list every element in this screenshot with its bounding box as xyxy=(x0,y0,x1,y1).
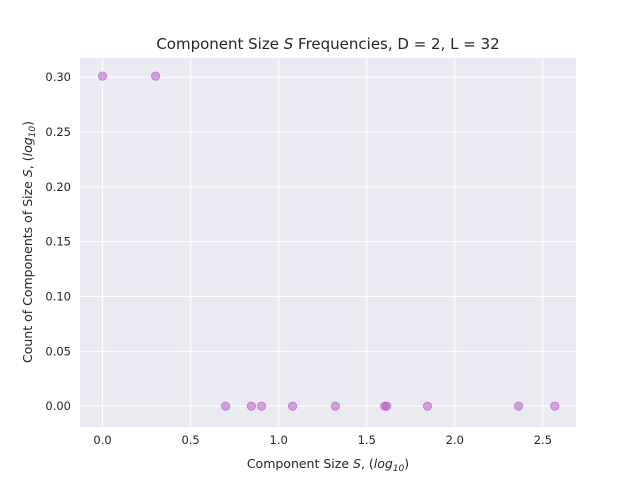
x-tick-labels: 0.0 0.5 1.0 1.5 2.0 2.5 xyxy=(93,433,552,447)
plot-area xyxy=(80,58,576,427)
data-point xyxy=(422,401,433,411)
data-point xyxy=(330,401,340,411)
data-points xyxy=(97,71,560,411)
y-tick-labels: 0.00 0.05 0.10 0.15 0.20 0.25 0.30 xyxy=(45,70,71,413)
x-axis-label: Component Size S, (log10) xyxy=(247,456,409,474)
data-point xyxy=(246,401,256,411)
y-tick-label: 0.10 xyxy=(45,290,71,304)
data-point xyxy=(150,71,161,81)
data-point xyxy=(221,401,231,411)
x-tick-label: 2.5 xyxy=(534,433,552,447)
data-point xyxy=(513,401,524,411)
data-point xyxy=(97,71,108,81)
data-point xyxy=(550,401,560,411)
x-tick-label: 1.5 xyxy=(358,433,376,447)
x-tick-label: 0.0 xyxy=(93,433,111,447)
x-tick-label: 0.5 xyxy=(181,433,199,447)
y-tick-label: 0.00 xyxy=(45,399,71,413)
y-tick-label: 0.20 xyxy=(45,180,71,194)
chart-title: Component Size S Frequencies, D = 2, L =… xyxy=(156,35,499,53)
y-tick-label: 0.30 xyxy=(45,70,71,84)
grid xyxy=(80,58,576,427)
y-tick-label: 0.05 xyxy=(45,344,71,358)
data-point xyxy=(256,401,267,411)
data-point xyxy=(382,401,392,411)
y-tick-label: 0.25 xyxy=(45,125,71,139)
x-tick-label: 2.0 xyxy=(446,433,464,447)
data-point xyxy=(287,401,298,411)
y-tick-label: 0.15 xyxy=(45,235,71,249)
x-tick-label: 1.0 xyxy=(270,433,288,447)
y-axis-label: Count of Components of Size S, (log10) xyxy=(20,121,38,363)
